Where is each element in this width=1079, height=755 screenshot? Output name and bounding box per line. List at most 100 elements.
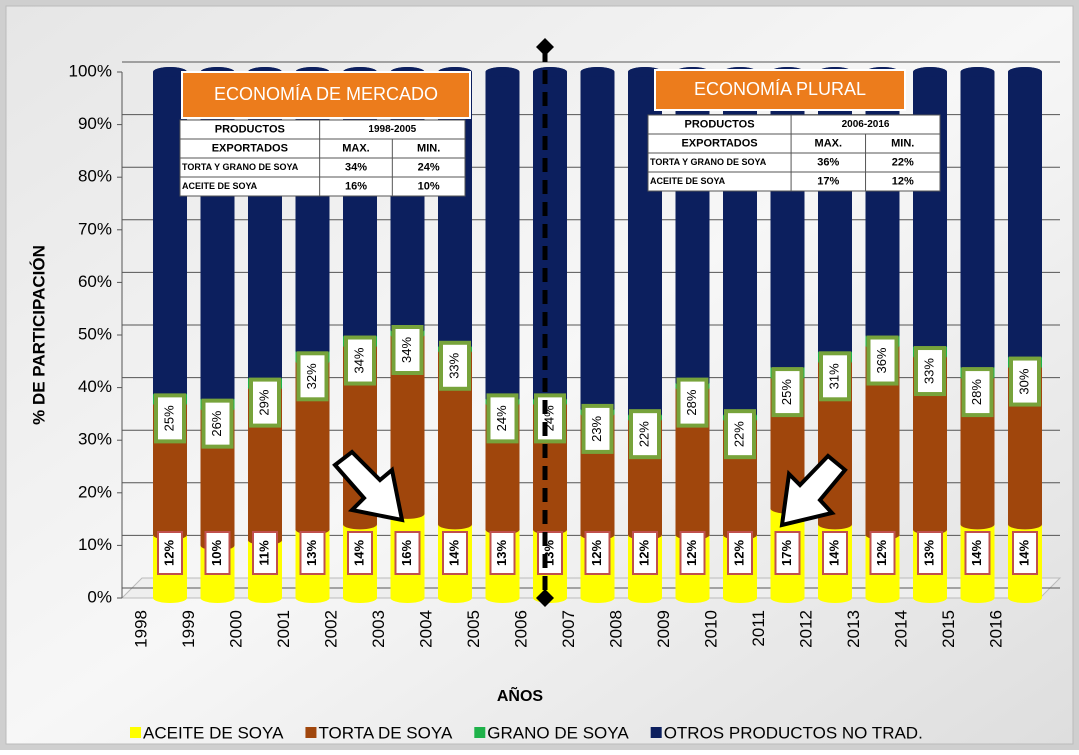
- data-label: 34%: [399, 337, 414, 363]
- table-cell: PRODUCTOS: [684, 118, 754, 130]
- panel-title: ECONOMÍA PLURAL: [694, 79, 866, 99]
- x-tick-label: 2014: [891, 610, 910, 648]
- arrow: [779, 453, 848, 528]
- label-box: [344, 335, 376, 386]
- table-cell: MAX.: [342, 142, 370, 154]
- label-box: [724, 409, 756, 460]
- label-box: [961, 367, 994, 418]
- label-box: [822, 531, 848, 575]
- label-box: [537, 531, 563, 575]
- label-box: [534, 393, 566, 444]
- label-box: [489, 531, 516, 575]
- table-cell: 36%: [817, 156, 839, 168]
- table-cell: ACEITE DE SOYA: [650, 176, 726, 186]
- x-tick-label: 2009: [654, 610, 673, 648]
- x-tick-label: 2008: [606, 610, 625, 648]
- data-label: 13%: [494, 540, 509, 566]
- bar-segment: [533, 67, 567, 404]
- y-tick-label: 90%: [78, 114, 112, 133]
- data-label: 22%: [636, 421, 651, 447]
- data-label: 22%: [731, 421, 746, 447]
- table-cell: TORTA Y GRANO DE SOYA: [182, 162, 299, 172]
- bar-segment: [390, 330, 425, 519]
- bar-segment: [153, 67, 187, 398]
- label-box: [679, 531, 706, 575]
- bar-segment: [438, 345, 472, 530]
- data-label: 17%: [779, 540, 794, 566]
- divider-end: [536, 38, 554, 56]
- label-box: [439, 340, 471, 391]
- bar-segment: [865, 340, 900, 540]
- bar-segment: [960, 67, 995, 372]
- x-tick-label: 2000: [226, 610, 245, 648]
- data-label: 25%: [161, 405, 176, 431]
- bar-segment: [770, 67, 805, 372]
- data-label: 25%: [779, 379, 794, 405]
- x-tick-label: 2001: [274, 610, 293, 648]
- data-label: 14%: [826, 540, 841, 566]
- bar-top: [628, 67, 662, 77]
- y-tick-label: 80%: [78, 167, 112, 186]
- divider-end: [536, 589, 554, 607]
- legend-label: GRANO DE SOYA: [487, 723, 629, 742]
- x-tick-label: 2010: [701, 610, 720, 648]
- data-label: 10%: [209, 540, 224, 566]
- data-label: 14%: [351, 540, 366, 566]
- data-label: 16%: [399, 540, 414, 566]
- label-box: [819, 351, 851, 402]
- bar-top: [533, 67, 567, 77]
- data-label: 12%: [636, 540, 651, 566]
- data-label: 14%: [969, 540, 984, 566]
- label-box: [347, 531, 373, 575]
- data-label: 30%: [1016, 368, 1031, 394]
- x-tick-label: 2007: [559, 610, 578, 648]
- table-cell: 17%: [817, 175, 839, 187]
- data-label: 36%: [874, 347, 889, 373]
- label-box: [442, 531, 468, 575]
- data-label: 29%: [256, 389, 271, 415]
- x-tick-label: 2004: [416, 610, 435, 648]
- label-box: [204, 531, 231, 575]
- panel-header: [654, 69, 906, 111]
- table-cell: 12%: [892, 175, 914, 187]
- legend-label: OTROS PRODUCTOS NO TRAD.: [664, 723, 923, 742]
- label-box: [486, 393, 519, 444]
- label-box: [727, 531, 753, 575]
- label-box: [157, 531, 183, 575]
- label-box: [917, 531, 943, 575]
- legend-swatch: [305, 727, 317, 738]
- y-tick-label: 60%: [78, 272, 112, 291]
- bar-segment: [1008, 67, 1042, 362]
- y-tick-label: 40%: [78, 377, 112, 396]
- table-cell: TORTA Y GRANO DE SOYA: [650, 157, 767, 167]
- table-cell: ACEITE DE SOYA: [182, 181, 258, 191]
- label-box: [964, 531, 991, 575]
- table-cell: 10%: [418, 180, 440, 192]
- y-tick-label: 20%: [78, 482, 112, 501]
- x-tick-label: 2005: [464, 610, 483, 648]
- arrows: [332, 449, 848, 528]
- y-tick-label: 30%: [78, 430, 112, 449]
- data-label: 31%: [826, 363, 841, 389]
- bar-segment: [485, 67, 520, 404]
- bar-segment: [913, 67, 947, 351]
- data-label: 14%: [446, 540, 461, 566]
- data-label: 12%: [589, 540, 604, 566]
- label-box: [774, 531, 801, 575]
- data-label: 32%: [304, 363, 319, 389]
- data-label: 12%: [731, 540, 746, 566]
- x-tick-label: 2012: [796, 610, 815, 648]
- legend-swatch: [650, 727, 662, 738]
- label-box: [1012, 531, 1038, 575]
- label-box: [632, 531, 658, 575]
- bar-segment: [913, 351, 947, 535]
- data-label: 13%: [921, 540, 936, 566]
- y-tick-label: 10%: [78, 535, 112, 554]
- label-box: [296, 351, 329, 402]
- x-tick-label: 2002: [321, 610, 340, 648]
- table-cell: 16%: [345, 180, 367, 192]
- label-box: [581, 403, 614, 454]
- x-tick-label: 2015: [939, 610, 958, 648]
- table-cell: MAX.: [815, 137, 843, 149]
- y-tick-label: 100%: [69, 61, 112, 80]
